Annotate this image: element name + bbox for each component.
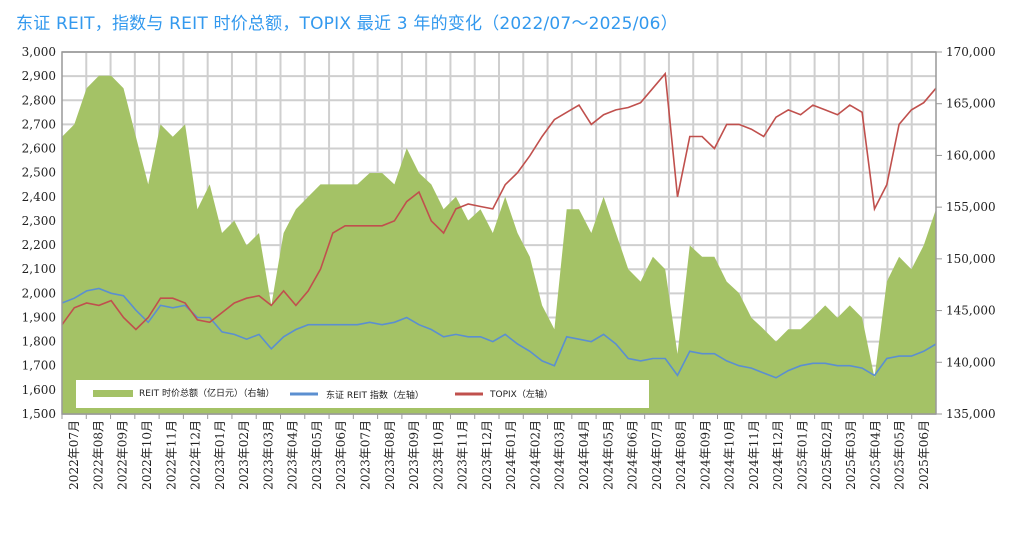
- x-axis-tick-label: 2024年04月: [577, 420, 591, 490]
- x-axis-tick-label: 2024年11月: [747, 420, 761, 490]
- x-axis-tick-label: 2024年12月: [771, 420, 785, 490]
- series-line-reit-index: [61, 287, 937, 379]
- x-axis-tick-label: 2022年08月: [91, 420, 105, 490]
- x-axis-tick-label: 2025年06月: [917, 420, 931, 490]
- x-axis-tick-label: 2024年05月: [601, 420, 615, 490]
- x-axis-tick-label: 2022年07月: [67, 420, 81, 490]
- left-axis-tick-label: 1,900: [22, 310, 56, 324]
- x-axis-tick-label: 2024年06月: [626, 420, 640, 490]
- right-axis-tick-label: 160,000: [946, 148, 996, 162]
- legend-label-topix: TOPIX（左轴）: [489, 388, 553, 400]
- chart-title: 东证 REIT，指数与 REIT 时价总额，TOPIX 最近 3 年的变化（20…: [16, 14, 678, 34]
- left-axis-tick-label: 2,400: [22, 190, 56, 204]
- x-axis-tick-label: 2025年02月: [820, 420, 834, 490]
- left-axis-tick-label: 2,900: [22, 69, 56, 83]
- right-axis-tick-label: 140,000: [946, 355, 996, 369]
- plot-border: [61, 51, 937, 415]
- x-axis-tick-label: 2025年05月: [893, 420, 907, 490]
- legend-swatch-area: [93, 390, 133, 397]
- left-axis-tick-label: 1,700: [22, 359, 56, 373]
- right-axis-tick-label: 145,000: [946, 304, 996, 318]
- left-axis-tick-label: 2,100: [22, 262, 56, 276]
- x-axis-tick-label: 2024年01月: [504, 420, 518, 490]
- left-axis-tick-label: 2,500: [22, 166, 56, 180]
- x-axis-tick-label: 2024年10月: [723, 420, 737, 490]
- x-axis-tick-label: 2024年07月: [650, 420, 664, 490]
- x-axis-tick-label: 2023年10月: [431, 420, 445, 490]
- right-axis-tick-label: 150,000: [946, 252, 996, 266]
- legend: REIT 时价总额（亿日元）（右轴） 东证 REIT 指数（左轴） TOPIX（…: [74, 378, 651, 410]
- left-axis-tick-label: 2,200: [22, 238, 56, 252]
- x-axis-tick-label: 2022年12月: [189, 420, 203, 490]
- left-axis-tick-label: 2,000: [22, 286, 56, 300]
- x-axis-tick-label: 2025年03月: [844, 420, 858, 490]
- x-axis-tick-label: 2023年11月: [456, 420, 470, 490]
- x-axis-tick-label: 2023年02月: [237, 420, 251, 490]
- left-axis-tick-label: 1,800: [22, 335, 56, 349]
- legend-box: [74, 378, 651, 410]
- x-axis-tick-label: 2023年07月: [358, 420, 372, 490]
- x-axis-tick-label: 2025年04月: [868, 420, 882, 490]
- x-axis-tick-label: 2024年09月: [698, 420, 712, 490]
- x-axis-tick-label: 2023年08月: [383, 420, 397, 490]
- left-axis-tick-label: 3,000: [22, 45, 56, 59]
- x-axis-tick-label: 2024年08月: [674, 420, 688, 490]
- left-axis-tick-label: 2,600: [22, 142, 56, 156]
- legend-label-index: 东证 REIT 指数（左轴）: [326, 389, 424, 401]
- x-axis-tick-label: 2025年01月: [795, 420, 809, 490]
- legend-label-area: REIT 时价总额（亿日元）（右轴）: [139, 387, 274, 399]
- x-axis-tick-label: 2024年03月: [553, 420, 567, 490]
- x-axis-tick-label: 2024年02月: [528, 420, 542, 490]
- x-axis-tick-label: 2023年12月: [480, 420, 494, 490]
- x-axis-tick-label: 2022年10月: [140, 420, 154, 490]
- left-axis-tick-label: 1,500: [22, 407, 56, 421]
- right-axis-tick-label: 135,000: [946, 407, 996, 421]
- x-axis-tick-label: 2023年09月: [407, 420, 421, 490]
- left-axis-tick-label: 2,700: [22, 117, 56, 131]
- series-line-topix: [61, 71, 937, 331]
- x-axis-tick-label: 2023年01月: [213, 420, 227, 490]
- x-axis-tick-label: 2022年11月: [164, 420, 178, 490]
- x-axis-tick-label: 2023年05月: [310, 420, 324, 490]
- series-area-reit-market-cap: [62, 75, 936, 415]
- right-axis-tick-label: 165,000: [946, 97, 996, 111]
- axes: 1,500 1,600 1,700 1,800 1,900 2,000 2,100 2,200…: [22, 45, 996, 490]
- left-axis-tick-label: 2,800: [22, 93, 56, 107]
- right-axis-tick-label: 155,000: [946, 200, 996, 214]
- x-axis-tick-label: 2023年03月: [261, 420, 275, 490]
- left-axis-tick-label: 1,600: [22, 383, 56, 397]
- x-axis-tick-label: 2023年06月: [334, 420, 348, 490]
- x-axis-tick-label: 2022年09月: [116, 420, 130, 490]
- right-axis-tick-label: 170,000: [946, 45, 996, 59]
- left-axis-tick-label: 2,300: [22, 214, 56, 228]
- x-axis-tick-label: 2023年04月: [286, 420, 300, 490]
- area-series: [61, 75, 937, 415]
